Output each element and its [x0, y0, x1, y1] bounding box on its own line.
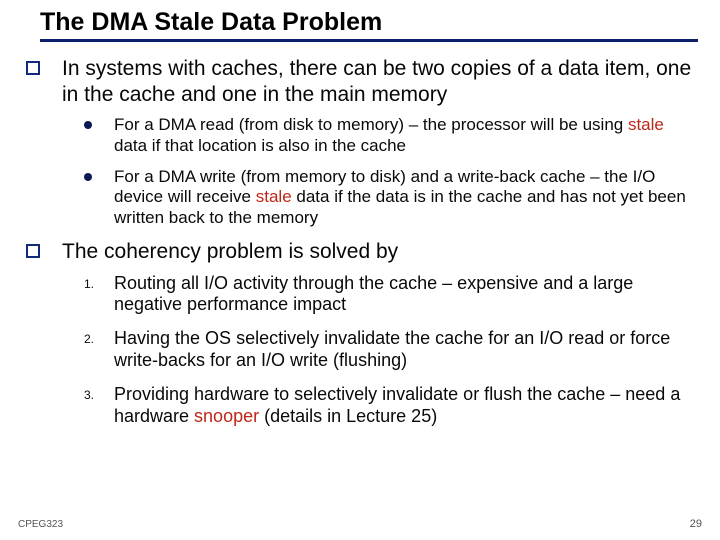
bullet-text: For a DMA write (from memory to disk) an… [114, 167, 698, 229]
dot-bullet-icon [84, 121, 92, 129]
bullet-level2: For a DMA write (from memory to disk) an… [84, 167, 698, 229]
numbered-level2: 1. Routing all I/O activity through the … [84, 273, 698, 317]
emphasis-text: stale [628, 115, 664, 134]
text-post: data if that location is also in the cac… [114, 136, 406, 155]
numbered-level2: 2. Having the OS selectively invalidate … [84, 328, 698, 372]
bullet-text: Routing all I/O activity through the cac… [114, 273, 698, 317]
emphasis-text: snooper [194, 406, 259, 426]
emphasis-text: stale [256, 187, 292, 206]
title-underline: The DMA Stale Data Problem [40, 8, 698, 42]
text-post: (details in Lecture 25) [259, 406, 437, 426]
footer-page-number: 29 [690, 518, 702, 530]
bullet-level1: The coherency problem is solved by [22, 239, 698, 265]
bullet-text: Providing hardware to selectively invali… [114, 384, 698, 428]
list-number: 2. [84, 332, 114, 372]
text-pre: Having the OS selectively invalidate the… [114, 328, 670, 370]
numbered-level2: 3. Providing hardware to selectively inv… [84, 384, 698, 428]
square-bullet-icon [26, 61, 40, 75]
bullet-text: The coherency problem is solved by [62, 239, 398, 265]
dot-bullet-icon [84, 173, 92, 181]
bullet-level2: For a DMA read (from disk to memory) – t… [84, 115, 698, 156]
list-number: 1. [84, 277, 114, 317]
bullet-text: For a DMA read (from disk to memory) – t… [114, 115, 698, 156]
footer-course-code: CPEG323 [18, 519, 63, 530]
page-title: The DMA Stale Data Problem [40, 8, 698, 37]
list-number: 3. [84, 388, 114, 428]
bullet-text: Having the OS selectively invalidate the… [114, 328, 698, 372]
bullet-text: In systems with caches, there can be two… [62, 56, 698, 107]
text-pre: For a DMA read (from disk to memory) – t… [114, 115, 628, 134]
text-pre: Routing all I/O activity through the cac… [114, 273, 633, 315]
slide: The DMA Stale Data Problem In systems wi… [0, 0, 720, 428]
square-bullet-icon [26, 244, 40, 258]
bullet-level1: In systems with caches, there can be two… [22, 56, 698, 107]
